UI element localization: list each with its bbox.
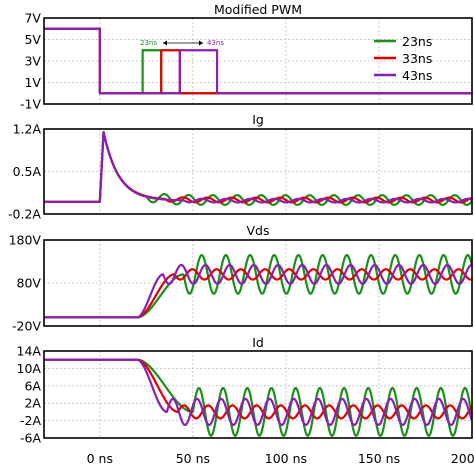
annotation-arrow-head-right bbox=[199, 40, 203, 46]
y-tick-label: 1.2A bbox=[13, 122, 42, 137]
plot-frame bbox=[43, 128, 473, 215]
x-tick-label: 0 ns bbox=[87, 451, 113, 466]
y-tick-label: -6A bbox=[20, 431, 41, 446]
y-tick-label: -20V bbox=[12, 319, 41, 334]
plot-frame bbox=[43, 350, 473, 439]
plot-frame bbox=[43, 239, 473, 327]
legend-label-33ns: 33ns bbox=[402, 51, 432, 66]
annotation-right-label: 43ns bbox=[207, 39, 224, 47]
y-tick-label: 3V bbox=[24, 54, 41, 69]
series-line-43ns bbox=[44, 263, 472, 319]
y-tick-label: -0.2A bbox=[8, 207, 41, 222]
panel-3: Vds 180V 80V -20V bbox=[9, 223, 473, 334]
y-tick-label: 10A bbox=[17, 361, 42, 376]
y-tick-label: -2A bbox=[20, 413, 41, 428]
annotation-arrow-head-left bbox=[163, 40, 167, 46]
series-line-43ns bbox=[44, 27, 472, 95]
panel-title: Id bbox=[252, 335, 264, 350]
series-line-43ns bbox=[44, 130, 472, 204]
y-tick-label: 5V bbox=[24, 32, 41, 47]
x-tick-label: 200 ns bbox=[451, 451, 474, 466]
y-tick-label: 7V bbox=[24, 11, 41, 26]
x-tick-label: 150 ns bbox=[358, 451, 400, 466]
series-line-33ns bbox=[44, 130, 472, 204]
legend-label-23ns: 23ns bbox=[402, 34, 432, 49]
x-tick-label: 50 ns bbox=[176, 451, 210, 466]
panel-title: Ig bbox=[252, 112, 264, 127]
panel-title: Vds bbox=[247, 223, 270, 238]
y-tick-label: 1V bbox=[24, 75, 41, 90]
y-tick-label: 6A bbox=[24, 378, 41, 393]
panel-2: Ig 1.2A 0.5A -0.2A bbox=[8, 112, 473, 222]
series-line-43ns bbox=[44, 358, 472, 427]
x-tick-label: 100 ns bbox=[265, 451, 307, 466]
plot-frame bbox=[43, 17, 473, 105]
y-tick-label: 80V bbox=[17, 276, 42, 291]
series-line-23ns bbox=[44, 253, 472, 319]
panel-1: Modified PWM 7V 5V 3V 1V -1V 23ns 33ns 43ns 23ns 4… bbox=[20, 2, 473, 112]
y-tick-label: 180V bbox=[9, 233, 42, 248]
series-line-23ns bbox=[44, 130, 472, 206]
panel-4: Id 14A 10A 6A 2A -2A -6A bbox=[17, 335, 473, 446]
legend-label-43ns: 43ns bbox=[402, 68, 432, 83]
annotation-left-label: 23ns bbox=[140, 39, 157, 47]
y-tick-label: 2A bbox=[24, 396, 41, 411]
y-tick-label: -1V bbox=[20, 97, 41, 112]
y-tick-label: 0.5A bbox=[13, 164, 42, 179]
panel-title: Modified PWM bbox=[214, 2, 302, 17]
y-tick-label: 14A bbox=[17, 344, 42, 359]
